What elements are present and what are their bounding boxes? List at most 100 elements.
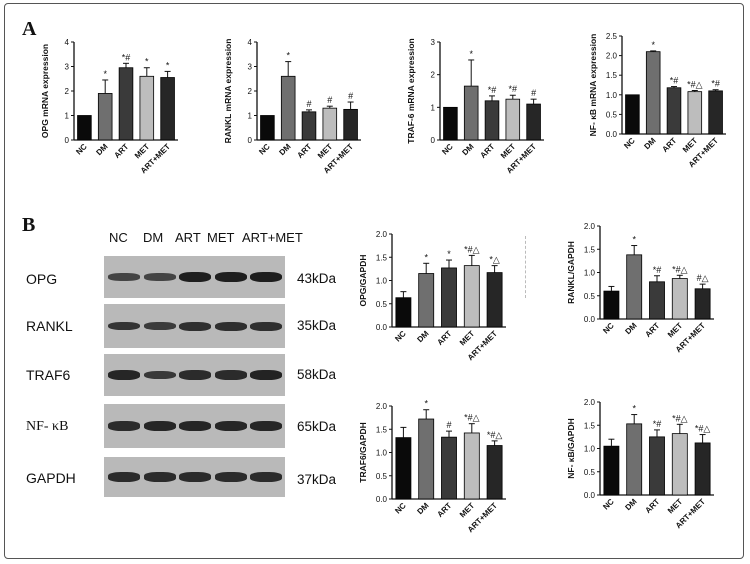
x-tick-label: DM xyxy=(415,329,430,344)
blot-band xyxy=(214,272,247,282)
blot-band xyxy=(143,370,176,380)
x-tick-label: DM xyxy=(642,136,657,151)
lane-header-nc: NC xyxy=(109,230,128,245)
significance-label: * xyxy=(286,51,290,61)
y-tick-label: 1.0 xyxy=(606,91,618,100)
x-tick-label: DM xyxy=(94,142,109,157)
blot-band xyxy=(143,321,176,331)
x-tick-label: MET xyxy=(316,142,334,160)
bar xyxy=(626,254,643,320)
blot-band xyxy=(108,370,140,380)
significance-label: * xyxy=(469,49,473,59)
chart-opg-gapdh: 0.0 0.5 1.0 1.5 2.0 OPG/GAPDH NC * DM * ART *#△ MET *… xyxy=(358,230,506,362)
y-axis-label: OPG/GAPDH xyxy=(358,255,368,307)
blot-band xyxy=(214,472,247,482)
x-tick-label: ART xyxy=(435,329,453,347)
x-tick-label: DM xyxy=(623,321,638,336)
bar xyxy=(139,75,155,141)
bar xyxy=(666,87,682,135)
blot-label-gapdh: GAPDH xyxy=(26,470,76,486)
y-tick-label: 0.0 xyxy=(376,323,388,332)
y-axis-label: NF- κB mRNA expression xyxy=(588,34,598,137)
significance-label: *# xyxy=(488,85,497,95)
blot-kda-traf6: 58kDa xyxy=(297,367,337,382)
y-axis-label: NF- κB/GAPDH xyxy=(566,418,576,478)
bar xyxy=(395,297,412,328)
panel-a-letter: A xyxy=(22,18,37,40)
chart-traf6-mrna: 0 1 2 3 TRAF-6 mRNA expression NC * DM *# ART *# ME… xyxy=(406,38,544,175)
lane-header-met: MET xyxy=(207,230,235,245)
y-tick-label: 1.0 xyxy=(376,449,388,458)
blot-band xyxy=(143,421,176,431)
y-tick-label: 2.0 xyxy=(584,398,596,407)
bar xyxy=(649,281,665,320)
significance-label: # xyxy=(531,88,536,98)
significance-label: * xyxy=(166,60,170,70)
significance-label: *# xyxy=(653,419,662,429)
blot-label-traf6: TRAF6 xyxy=(26,367,71,383)
y-tick-label: 2.0 xyxy=(376,230,388,239)
y-tick-label: 1.5 xyxy=(376,425,388,434)
blot-band xyxy=(214,370,247,380)
chart-rankl-mrna: 0 1 2 3 4 RANKL mRNA expression NC * DM # ART # MET #… xyxy=(223,38,361,175)
x-tick-label: NC xyxy=(393,329,408,344)
chart-nfkb-gapdh: 0.0 0.5 1.0 1.5 2.0 NF- κB/GAPDH NC * DM *# ART *#△… xyxy=(566,398,714,530)
significance-label: # xyxy=(306,99,311,109)
y-axis-label: RANKL/GAPDH xyxy=(566,241,576,304)
bar xyxy=(708,90,723,135)
y-tick-label: 2 xyxy=(65,87,70,96)
bar xyxy=(603,290,620,320)
y-axis-label: TRAF-6 mRNA expression xyxy=(406,38,416,143)
bar xyxy=(260,115,275,141)
blot-band xyxy=(179,370,211,380)
bar xyxy=(77,115,92,141)
significance-label: *#△ xyxy=(695,424,711,434)
blot-band xyxy=(250,421,282,431)
blot-image-opg xyxy=(104,256,285,298)
significance-label: *# xyxy=(711,79,720,89)
x-tick-label: MET xyxy=(458,329,476,347)
y-tick-label: 0.5 xyxy=(376,300,388,309)
significance-label: *# xyxy=(122,52,131,62)
x-tick-label: NC xyxy=(601,321,616,336)
bar xyxy=(486,445,503,500)
chart-nfkb-mrna: 0.0 0.5 1.0 1.5 2.0 2.5 NF- κB mRNA expression… xyxy=(588,32,726,169)
blot-image-traf6 xyxy=(104,354,285,396)
y-tick-label: 0 xyxy=(65,136,70,145)
blot-band xyxy=(214,321,247,331)
bar xyxy=(649,436,665,496)
blot-kda-rankl: 35kDa xyxy=(297,318,337,333)
y-axis-label: RANKL mRNA expression xyxy=(223,39,233,144)
y-tick-label: 0.0 xyxy=(606,130,618,139)
chart-traf6-gapdh: 0.0 0.5 1.0 1.5 2.0 TRAF6/GAPDH NC * DM # ART *#△ ME… xyxy=(358,399,506,534)
significance-label: *#△ xyxy=(672,413,688,423)
y-tick-label: 2 xyxy=(431,71,436,80)
y-tick-label: 0.5 xyxy=(584,292,596,301)
y-axis-label: TRAF6/GAPDH xyxy=(358,422,368,482)
significance-label: * xyxy=(103,69,107,79)
y-tick-label: 0.0 xyxy=(584,315,596,324)
blot-band xyxy=(108,273,140,281)
blot-image-nfkb xyxy=(104,404,285,448)
y-tick-label: 1.5 xyxy=(606,71,618,80)
y-tick-label: 1 xyxy=(431,103,436,112)
bar xyxy=(418,418,435,500)
y-tick-label: 1.0 xyxy=(584,269,596,278)
bar xyxy=(301,111,317,141)
x-tick-label: ART xyxy=(660,136,678,154)
y-tick-label: 0.5 xyxy=(584,468,596,477)
x-tick-label: NC xyxy=(74,142,89,157)
blot-kda-gapdh: 37kDa xyxy=(297,472,337,487)
significance-label: *#△ xyxy=(464,413,480,423)
x-tick-label: DM xyxy=(415,501,430,516)
y-tick-label: 2.0 xyxy=(376,402,388,411)
significance-label: * xyxy=(145,57,149,67)
y-tick-label: 1.0 xyxy=(376,277,388,286)
y-tick-label: 4 xyxy=(65,38,70,47)
blot-band xyxy=(143,472,176,482)
x-tick-label: MET xyxy=(458,501,476,519)
dashed-divider xyxy=(525,236,526,298)
y-tick-label: 1.5 xyxy=(584,421,596,430)
bar xyxy=(395,437,412,500)
